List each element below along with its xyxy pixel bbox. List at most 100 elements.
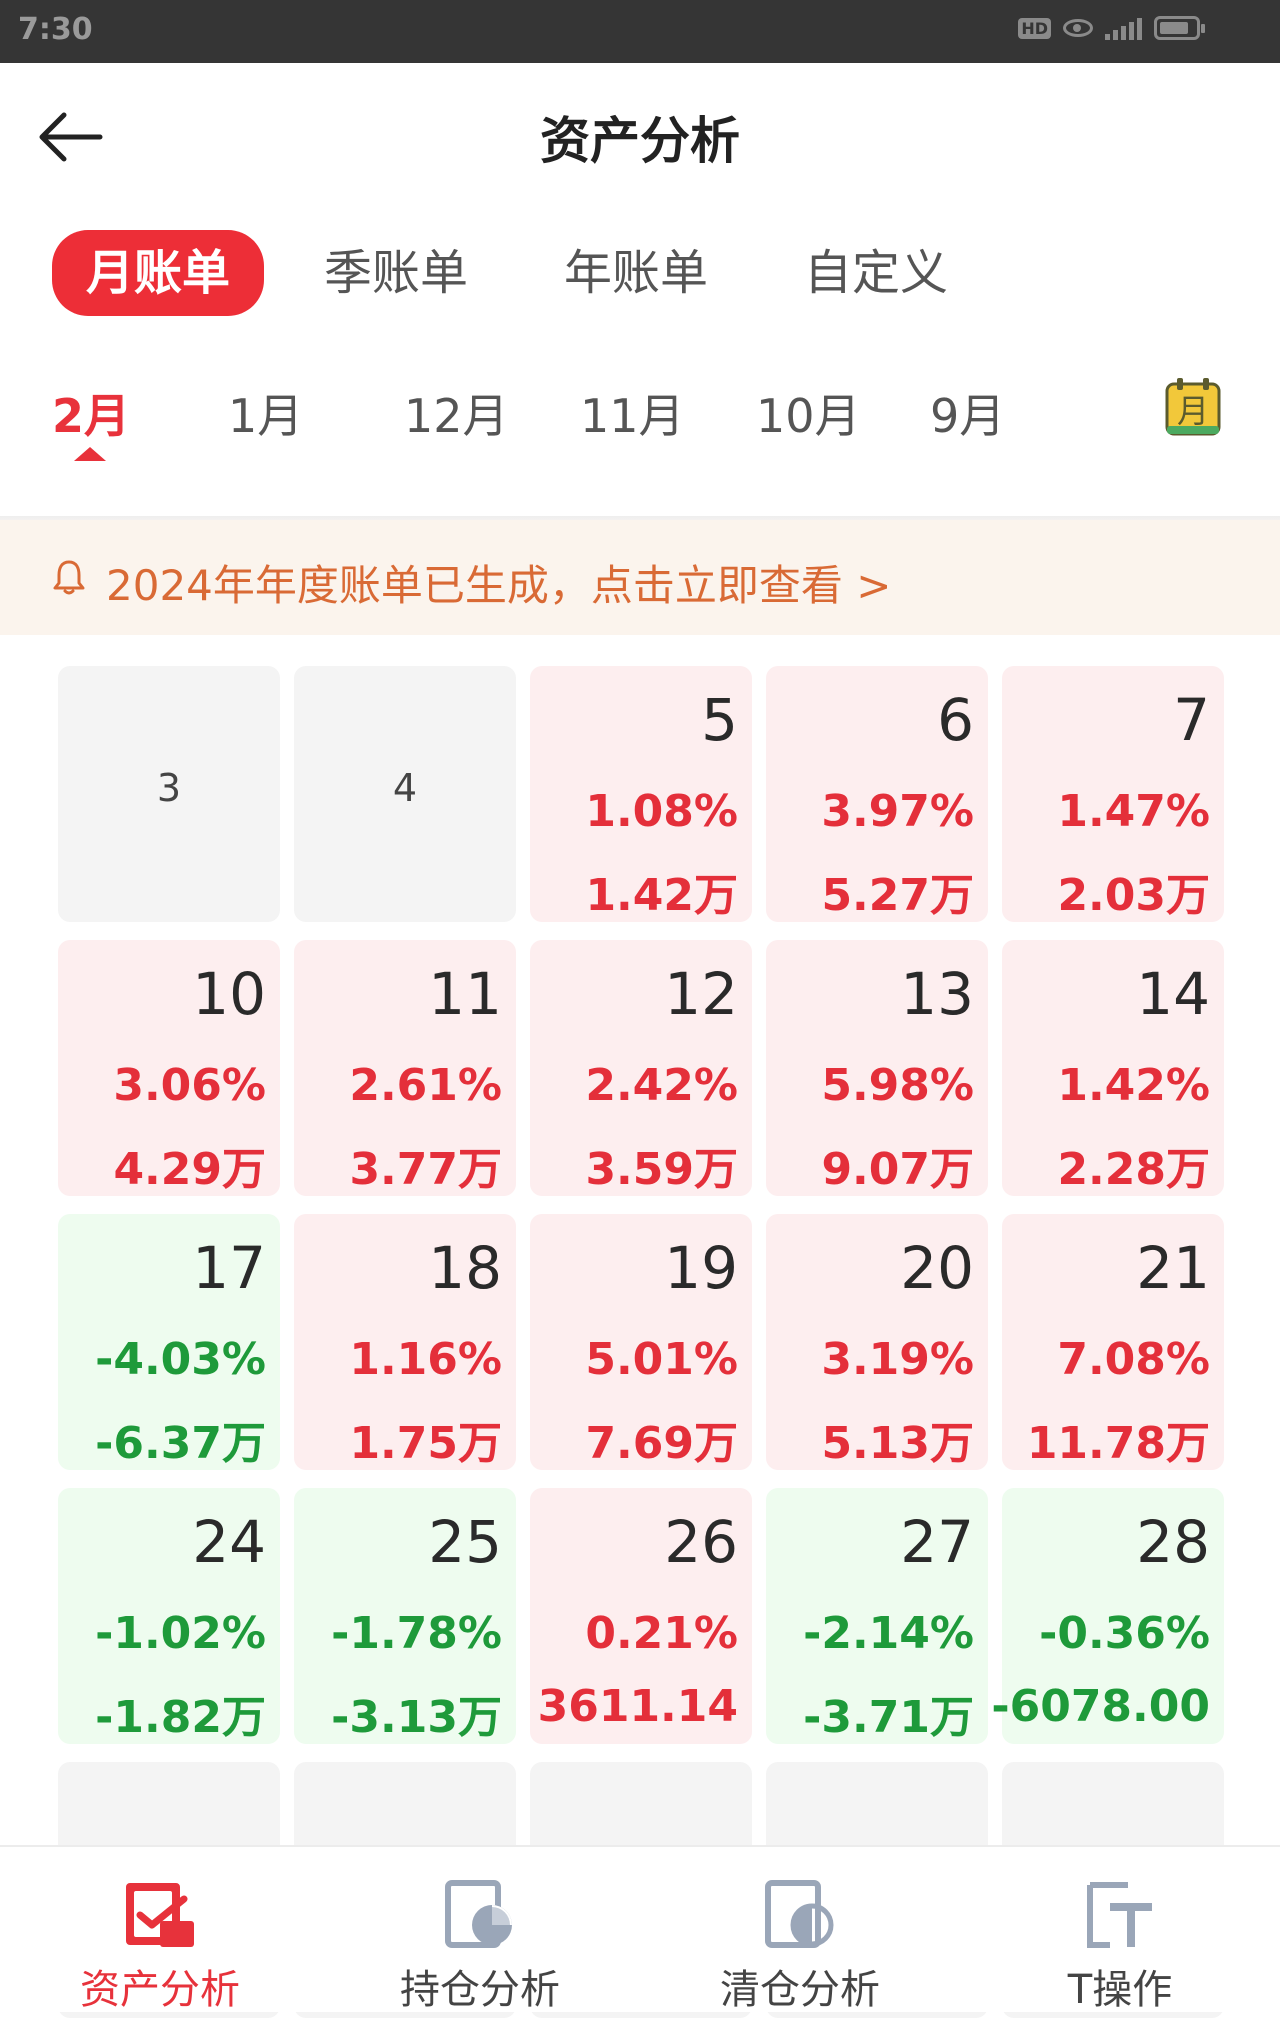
daily-profit-amount: 2.28万 xyxy=(1057,1144,1210,1195)
calendar-day-cell[interactable]: 12 2.42% 3.59万 xyxy=(530,940,752,1196)
hd-icon: HD xyxy=(1018,17,1051,39)
period-tabs: 月账单 季账单 年账单 自定义 xyxy=(52,230,948,316)
day-number: 18 xyxy=(428,1234,502,1302)
asset-analysis-icon xyxy=(126,1883,194,1947)
day-number: 10 xyxy=(192,960,266,1028)
daily-return-percent: -1.02% xyxy=(95,1608,266,1659)
day-number: 4 xyxy=(392,766,418,810)
daily-profit-amount: 5.27万 xyxy=(821,870,974,921)
selected-month-caret-icon xyxy=(74,447,106,461)
nav-label: 清仓分析 xyxy=(720,1967,880,2013)
status-icons: HD xyxy=(1018,16,1205,40)
day-number: 26 xyxy=(664,1508,738,1576)
calendar-day-cell[interactable]: 25 -1.78% -3.13万 xyxy=(294,1488,516,1744)
status-bar: 7:30 HD xyxy=(0,0,1280,63)
daily-profit-amount: 5.13万 xyxy=(821,1418,974,1469)
daily-return-percent: 5.01% xyxy=(585,1334,738,1385)
day-number: 25 xyxy=(428,1508,502,1576)
nav-label: 资产分析 xyxy=(80,1967,240,2013)
annual-report-notice[interactable]: 2024年年度账单已生成，点击立即查看 > xyxy=(0,520,1280,635)
calendar-day-cell[interactable]: 18 1.16% 1.75万 xyxy=(294,1214,516,1470)
calendar-day-cell[interactable]: 21 7.08% 11.78万 xyxy=(1002,1214,1224,1470)
month-item-oct[interactable]: 10月 xyxy=(756,389,861,443)
tab-custom[interactable]: 自定义 xyxy=(804,245,949,301)
daily-return-percent: -1.78% xyxy=(331,1608,502,1659)
back-arrow-icon[interactable] xyxy=(34,107,104,167)
nav-position-analysis[interactable]: 持仓分析 xyxy=(320,1847,640,2013)
day-number: 11 xyxy=(428,960,502,1028)
daily-return-percent: 1.42% xyxy=(1057,1060,1210,1111)
calendar-day-cell[interactable]: 13 5.98% 9.07万 xyxy=(766,940,988,1196)
tab-monthly[interactable]: 月账单 xyxy=(52,230,265,316)
daily-return-percent: 1.16% xyxy=(349,1334,502,1385)
daily-profit-amount: 1.42万 xyxy=(585,870,738,921)
month-item-nov[interactable]: 11月 xyxy=(580,389,685,443)
day-number: 19 xyxy=(664,1234,738,1302)
nav-asset-analysis[interactable]: 资产分析 xyxy=(0,1847,320,2013)
bottom-navigation: 资产分析 持仓分析 清仓分析 T操作 xyxy=(0,1845,1280,2013)
calendar-day-cell[interactable]: 20 3.19% 5.13万 xyxy=(766,1214,988,1470)
day-number: 21 xyxy=(1136,1234,1210,1302)
day-number: 6 xyxy=(937,686,974,754)
notice-text: 2024年年度账单已生成，点击立即查看 > xyxy=(106,561,892,610)
calendar-day-cell[interactable]: 19 5.01% 7.69万 xyxy=(530,1214,752,1470)
daily-profit-amount: -6.37万 xyxy=(95,1418,266,1469)
daily-profit-amount: 3.77万 xyxy=(349,1144,502,1195)
calendar-day-cell[interactable]: 5 1.08% 1.42万 xyxy=(530,666,752,922)
daily-return-percent: 3.19% xyxy=(821,1334,974,1385)
calendar-day-cell[interactable]: 17 -4.03% -6.37万 xyxy=(58,1214,280,1470)
calendar-day-cell[interactable]: 27 -2.14% -3.71万 xyxy=(766,1488,988,1744)
daily-return-percent: 3.06% xyxy=(113,1060,266,1111)
daily-profit-amount: 9.07万 xyxy=(821,1144,974,1195)
daily-profit-amount: 2.03万 xyxy=(1057,870,1210,921)
daily-return-percent: 2.61% xyxy=(349,1060,502,1111)
month-item-sep[interactable]: 9月 xyxy=(930,389,1006,443)
calendar-day-cell[interactable]: 28 -0.36% -6078.00 xyxy=(991,1488,1224,1744)
day-number: 5 xyxy=(701,686,738,754)
daily-profit-amount: 1.75万 xyxy=(349,1418,502,1469)
calendar-day-cell[interactable]: 6 3.97% 5.27万 xyxy=(766,666,988,922)
daily-return-percent: -4.03% xyxy=(95,1334,266,1385)
svg-text:月: 月 xyxy=(1177,392,1209,430)
calendar-day-cell[interactable]: 14 1.42% 2.28万 xyxy=(1002,940,1224,1196)
nav-label: T操作 xyxy=(1067,1967,1173,2013)
daily-profit-amount: 11.78万 xyxy=(1026,1418,1210,1469)
daily-profit-amount: -3.13万 xyxy=(331,1692,502,1743)
daily-return-percent: 1.47% xyxy=(1057,786,1210,837)
calendar-day-cell[interactable]: 10 3.06% 4.29万 xyxy=(58,940,280,1196)
t-operation-icon xyxy=(1087,1882,1152,1948)
app-header: 资产分析 xyxy=(0,63,1280,207)
nav-t-operation[interactable]: T操作 xyxy=(960,1847,1280,2013)
calendar-day-cell[interactable]: 26 0.21% 3611.14 xyxy=(530,1488,752,1744)
daily-profit-amount: -3.71万 xyxy=(803,1692,974,1743)
daily-return-percent: 2.42% xyxy=(585,1060,738,1111)
calendar-icon[interactable]: 月 xyxy=(1164,376,1222,438)
daily-return-percent: -2.14% xyxy=(803,1608,974,1659)
calendar-day-cell[interactable]: 4 xyxy=(294,666,516,922)
day-number: 17 xyxy=(192,1234,266,1302)
month-item-dec[interactable]: 12月 xyxy=(404,389,509,443)
daily-return-percent: 0.21% xyxy=(585,1608,738,1659)
daily-profit-amount: 3611.14 xyxy=(537,1681,738,1732)
calendar-day-cell[interactable]: 7 1.47% 2.03万 xyxy=(1002,666,1224,922)
status-time: 7:30 xyxy=(18,12,93,47)
month-selector: 2月 1月 12月 11月 10月 9月 月 xyxy=(0,370,1280,520)
calendar-day-cell[interactable]: 11 2.61% 3.77万 xyxy=(294,940,516,1196)
tab-quarterly[interactable]: 季账单 xyxy=(324,245,469,301)
nav-clearance-analysis[interactable]: 清仓分析 xyxy=(640,1847,960,2013)
month-item-jan[interactable]: 1月 xyxy=(228,389,304,443)
daily-return-percent: 7.08% xyxy=(1057,1334,1210,1385)
day-number: 13 xyxy=(900,960,974,1028)
calendar-day-cell[interactable]: 3 xyxy=(58,666,280,922)
day-number: 24 xyxy=(192,1508,266,1576)
calendar-day-cell[interactable]: 24 -1.02% -1.82万 xyxy=(58,1488,280,1744)
daily-profit-amount: 4.29万 xyxy=(113,1144,266,1195)
daily-return-percent: -0.36% xyxy=(1039,1608,1210,1659)
month-item-feb[interactable]: 2月 xyxy=(52,389,131,443)
daily-profit-amount: 3.59万 xyxy=(585,1144,738,1195)
page-title: 资产分析 xyxy=(540,112,740,170)
tab-yearly[interactable]: 年账单 xyxy=(564,245,709,301)
day-number: 14 xyxy=(1136,960,1210,1028)
battery-icon xyxy=(1154,16,1205,40)
bell-icon xyxy=(53,560,85,595)
